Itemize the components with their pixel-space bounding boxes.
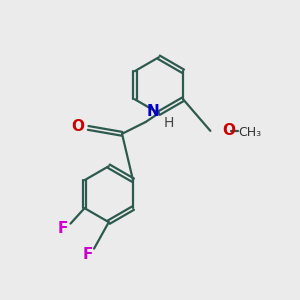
Text: CH₃: CH₃ xyxy=(238,126,262,139)
Text: F: F xyxy=(58,220,68,236)
Text: F: F xyxy=(83,247,93,262)
Text: O: O xyxy=(222,123,235,138)
Text: H: H xyxy=(163,116,174,130)
Text: N: N xyxy=(147,104,160,119)
Text: O: O xyxy=(71,119,84,134)
